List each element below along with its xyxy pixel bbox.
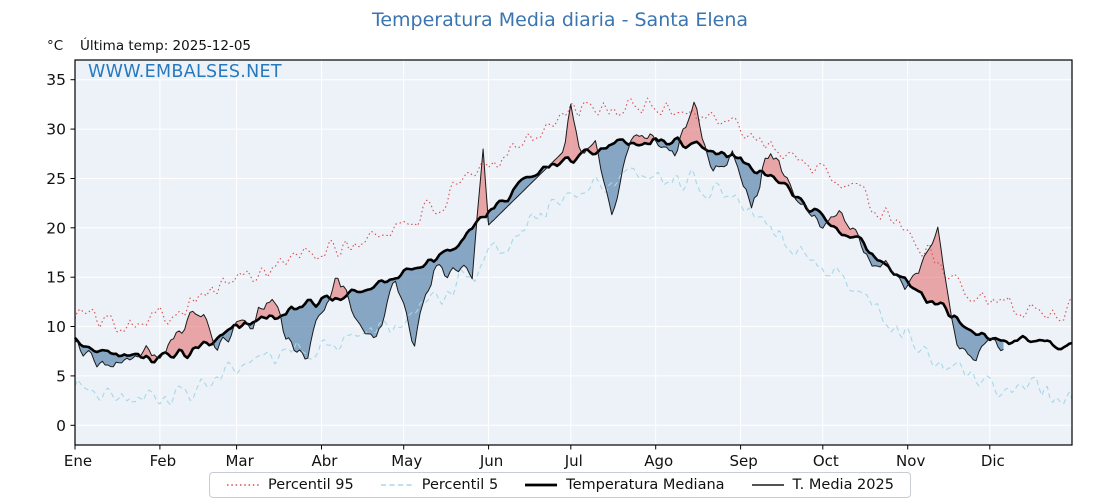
- x-month-label: Abr: [312, 452, 339, 470]
- y-tick-label: 30: [46, 121, 66, 139]
- legend-item-p5: Percentil 5: [380, 477, 498, 493]
- axes: 0 5 10 15 20 25 30 35 Ene Feb Mar Abr May Jun Jul Ago Se…: [46, 71, 1005, 470]
- legend-item-median: Temperatura Mediana: [524, 477, 725, 493]
- legend-sample-y2025-line: [751, 484, 784, 486]
- x-month-label: Jun: [479, 452, 503, 470]
- x-month-label: Ago: [644, 452, 673, 470]
- legend-item-y2025: T. Media 2025: [751, 477, 894, 493]
- x-month-label: Jul: [564, 452, 583, 470]
- last-temp-label: Última temp: 2025-12-05: [80, 38, 252, 54]
- legend-item-p95: Percentil 95: [226, 477, 354, 493]
- legend-label-p95: Percentil 95: [268, 477, 354, 493]
- y-axis-unit-label: °C: [47, 38, 64, 54]
- series-y2025-line: [74, 101, 1004, 368]
- y-tick-label: 20: [46, 219, 66, 237]
- x-month-label: Oct: [813, 452, 839, 470]
- fill-below-median: [75, 137, 1004, 367]
- y-tick-label: 0: [56, 417, 66, 435]
- x-month-label: May: [391, 452, 422, 470]
- y-tick-label: 15: [46, 269, 66, 287]
- y-tick-label: 5: [56, 367, 66, 385]
- legend-label-p5: Percentil 5: [421, 477, 499, 493]
- x-month-label: Nov: [896, 452, 925, 470]
- legend-label-y2025: T. Media 2025: [792, 477, 894, 493]
- fill-above-median: [75, 102, 1004, 363]
- x-month-label: Ene: [64, 452, 92, 470]
- y-tick-label: 25: [46, 170, 66, 188]
- legend-label-median: Temperatura Mediana: [566, 477, 725, 493]
- legend-sample-p5-line: [380, 484, 413, 486]
- page-title: Temperatura Media diaria - Santa Elena: [371, 9, 749, 31]
- series-median-line: [74, 136, 1073, 364]
- x-month-label: Feb: [150, 452, 177, 470]
- legend-sample-p95-line: [227, 484, 260, 486]
- y-tick-label: 10: [46, 318, 66, 336]
- plot-border: [74, 59, 1073, 446]
- legend: Percentil 95 Percentil 5 Temperatura Media…: [209, 472, 911, 498]
- y-tick-label: 35: [46, 71, 66, 89]
- x-month-label: Dic: [981, 452, 1005, 470]
- watermark: WWW.EMBALSES.NET: [88, 62, 282, 82]
- x-month-label: Mar: [225, 452, 254, 470]
- x-month-label: Sep: [729, 452, 757, 470]
- legend-sample-median-line: [525, 483, 558, 487]
